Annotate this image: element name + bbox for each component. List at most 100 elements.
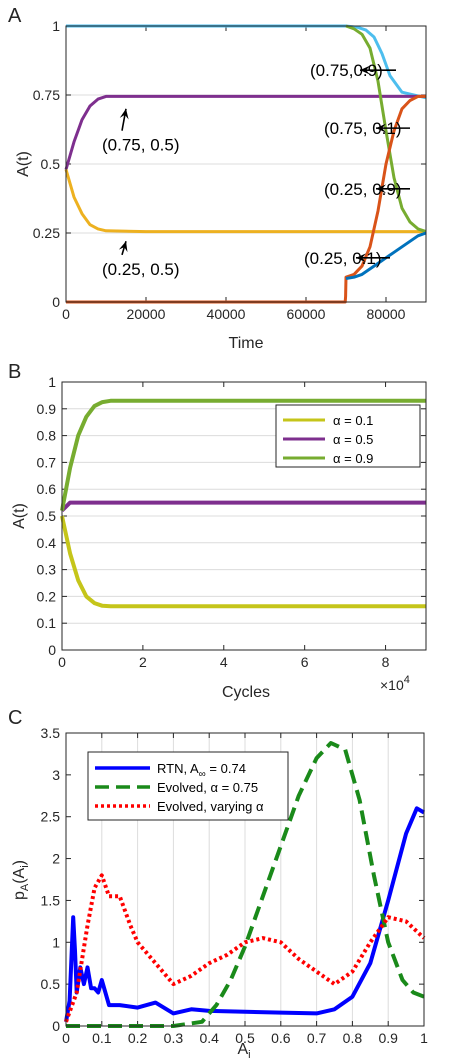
x-axis-label-main: A <box>237 1041 248 1058</box>
x-tick-label: 0.2 <box>128 1030 148 1046</box>
x-axis-label-sub: i <box>248 1049 250 1059</box>
x-tick-label: 0.6 <box>271 1030 291 1046</box>
y-tick-label: 0.8 <box>37 428 57 444</box>
legend-label: Evolved, varying α <box>157 799 264 814</box>
y-tick-label: 1 <box>52 18 60 34</box>
y-tick-label: 0.5 <box>37 508 57 524</box>
panel-b: B 0 2 4 6 8 0 0.1 0.2 0.3 0.4 0.5 0.6 0.7 0.8 0.9 1 α = 0… <box>8 361 427 701</box>
legend-label-text: RTN, A <box>157 761 199 776</box>
y-tick-label: 0.9 <box>37 401 57 417</box>
legend-label: Evolved, α = 0.75 <box>157 780 258 795</box>
annotation-arrow-head <box>118 241 128 253</box>
x-tick-label: 0.1 <box>92 1030 112 1046</box>
series-line <box>60 398 426 511</box>
legend-label-text: Evolved, α = 0.75 <box>157 780 258 795</box>
y-tick-label: 0 <box>48 642 56 658</box>
annotation-label: (0.25, 0.1) <box>304 249 382 268</box>
x-tick-label: 1 <box>420 1030 428 1046</box>
y-tick-label: 0.7 <box>37 454 57 470</box>
annotation-label: (0.75,0.9) <box>310 61 383 80</box>
multiplier-exp: 4 <box>404 674 410 686</box>
axes-frame <box>65 25 427 303</box>
y-tick-label: 0.75 <box>33 87 60 103</box>
legend-label: α = 0.1 <box>333 413 373 428</box>
x-tick-label: 4 <box>220 654 228 670</box>
series-line <box>64 169 426 234</box>
multiplier-base: ×10 <box>380 677 404 693</box>
series-line <box>60 500 426 513</box>
axes-frame <box>61 381 427 651</box>
series-line <box>345 24 427 234</box>
annotation-arrow-head <box>119 108 129 120</box>
series-line <box>64 94 426 170</box>
annotation-arrow-head <box>356 253 367 263</box>
annotation-label: (0.75, 0.5) <box>102 136 180 155</box>
panel-letter: A <box>8 5 22 27</box>
x-tick-label: 60000 <box>287 306 326 322</box>
x-axis-label: Ai <box>237 1041 250 1059</box>
y-tick-label: 0 <box>52 1018 60 1034</box>
x-tick-label: 0.4 <box>199 1030 219 1046</box>
legend-label: α = 0.9 <box>333 451 373 466</box>
series-line <box>66 94 426 304</box>
x-tick-label: 0.7 <box>307 1030 327 1046</box>
x-tick-label: 6 <box>301 654 309 670</box>
y-tick-label: 0 <box>52 294 60 310</box>
x-tick-label: 0.5 <box>235 1030 255 1046</box>
y-tick-label: 1 <box>52 934 60 950</box>
y-tick-label: 0.6 <box>37 481 57 497</box>
y-tick-label: 0.3 <box>37 562 57 578</box>
x-axis-label: Time <box>229 335 264 352</box>
legend-label-text: Evolved, varying α <box>157 799 264 814</box>
x-tick-label: 0 <box>62 306 70 322</box>
annotation-label: (0.75, 0.1) <box>324 119 402 138</box>
x-tick-label: 80000 <box>367 306 406 322</box>
y-tick-label: 3.5 <box>41 725 61 741</box>
annotation-arrow-head <box>376 123 387 133</box>
y-tick-label: 3 <box>52 767 60 783</box>
y-tick-label: 2.5 <box>41 809 61 825</box>
y-axis-label-main: p <box>11 891 28 900</box>
series-line <box>60 515 426 609</box>
x-axis-label: Cycles <box>222 684 270 701</box>
x-tick-label: 0 <box>62 1030 70 1046</box>
legend-label: RTN, A∞ = 0.74 <box>157 761 246 780</box>
series-line <box>66 741 425 1028</box>
series-line <box>64 873 426 1023</box>
annotation-label: (0.25, 0.9) <box>324 180 402 199</box>
y-tick-label: 0.1 <box>37 615 57 631</box>
axes-frame <box>65 732 425 1027</box>
legend-label-suffix: = 0.74 <box>206 761 246 776</box>
y-axis-label: A(t) <box>15 151 32 177</box>
x-tick-label: 0.8 <box>343 1030 363 1046</box>
y-axis-label-close: ) <box>11 860 28 865</box>
legend-label-sub: ∞ <box>199 769 206 780</box>
x-tick-label: 20000 <box>127 306 166 322</box>
y-axis-label-sub: A <box>19 883 31 891</box>
x-tick-label: 40000 <box>207 306 246 322</box>
panel-letter: B <box>8 361 21 383</box>
y-axis-label: pA(Ai) <box>11 860 31 900</box>
panel-c: C 0 0.1 0.2 0.3 0.4 0.5 0.6 0.7 0.8 0.9 1 0 0.5 1 1.5 2 2… <box>8 707 428 1061</box>
panel-a: A 0 20000 40000 60000 80000 0 0.25 0.5 0.75 1 (0.75… <box>8 5 427 352</box>
y-tick-label: 0.4 <box>37 535 57 551</box>
y-tick-label: 1.5 <box>41 892 61 908</box>
x-tick-label: 0 <box>58 654 66 670</box>
legend-label: α = 0.5 <box>333 432 373 447</box>
x-tick-label: 2 <box>139 654 147 670</box>
y-tick-label: 0.5 <box>41 976 61 992</box>
y-tick-label: 2 <box>52 851 60 867</box>
x-multiplier: ×104 <box>380 674 410 693</box>
y-axis-label-paren: (A <box>11 867 28 883</box>
y-tick-label: 0.5 <box>41 156 61 172</box>
legend: α = 0.1 α = 0.5 α = 0.9 <box>275 404 421 468</box>
annotation-arrow-head <box>376 184 387 194</box>
y-axis-label: A(t) <box>11 503 28 529</box>
y-axis-label-paren-sub: i <box>19 865 31 867</box>
y-tick-label: 0.2 <box>37 588 57 604</box>
x-tick-label: 0.3 <box>164 1030 184 1046</box>
panel-letter: C <box>8 707 22 729</box>
x-tick-label: 0.9 <box>378 1030 398 1046</box>
